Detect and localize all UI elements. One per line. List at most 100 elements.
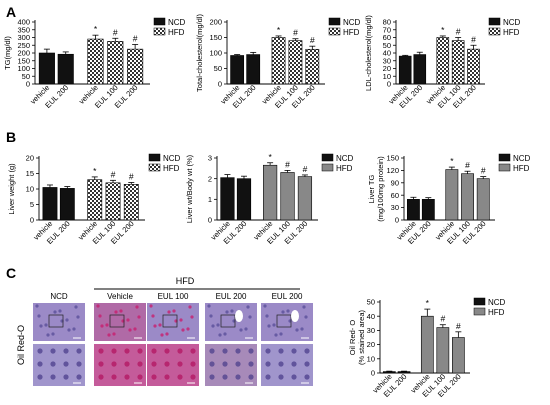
histology-cell-dot bbox=[46, 333, 50, 337]
significance-mark: * bbox=[426, 298, 430, 308]
nucleus-dot bbox=[63, 361, 69, 367]
significance-mark: * bbox=[94, 24, 98, 34]
legend-swatch-hfd bbox=[488, 27, 501, 36]
histology-column-label: Vehicle bbox=[107, 292, 133, 301]
y-tick-label: 400 bbox=[17, 18, 30, 27]
histology-cell-dot bbox=[53, 310, 57, 314]
y-tick-label: 60 bbox=[391, 191, 399, 200]
histology-cell-dot bbox=[267, 324, 271, 328]
bar-hfd bbox=[127, 48, 144, 85]
panel-label-a: A bbox=[6, 4, 16, 20]
legend-swatch-hfd bbox=[321, 163, 334, 172]
histology-cell-dot bbox=[76, 315, 80, 319]
significance-mark: # bbox=[465, 160, 470, 170]
nucleus-dot bbox=[304, 361, 310, 367]
nucleus-dot bbox=[209, 348, 215, 354]
legend-swatch-ncd bbox=[498, 153, 511, 162]
legend-label: HFD bbox=[163, 164, 180, 173]
legend-swatch-ncd bbox=[473, 297, 486, 306]
nucleus-dot bbox=[151, 348, 157, 354]
y-tick-label: 150 bbox=[386, 154, 399, 163]
vessel-lumen bbox=[235, 310, 243, 322]
y-axis-label: Liver wt/Body wt (%) bbox=[185, 154, 194, 223]
bar-ncd bbox=[230, 55, 245, 85]
significance-mark: # bbox=[133, 33, 138, 43]
bar-hfd bbox=[445, 169, 459, 221]
histology-cell-dot bbox=[67, 328, 71, 332]
histology-column: Vehicle bbox=[94, 292, 146, 386]
bar-hfd bbox=[452, 337, 465, 374]
y-tick-label: 1 bbox=[208, 195, 212, 204]
legend-swatch-hfd bbox=[328, 27, 341, 36]
vessel-lumen bbox=[291, 310, 299, 322]
histology-cell-dot bbox=[44, 323, 48, 327]
bar-hfd bbox=[436, 37, 450, 85]
y-tick-label: 0 bbox=[26, 80, 30, 89]
y-tick-label: 50 bbox=[22, 72, 30, 81]
histology-image-low-mag bbox=[94, 303, 146, 341]
nucleus-dot bbox=[76, 374, 82, 380]
nucleus-dot bbox=[248, 348, 254, 354]
nucleus-dot bbox=[50, 361, 56, 367]
nucleus-dot bbox=[278, 348, 284, 354]
histology-cell-dot bbox=[281, 310, 285, 314]
histology-cell-dot bbox=[272, 323, 276, 327]
histology-cell-dot bbox=[167, 310, 171, 314]
bar-ncd bbox=[38, 52, 55, 85]
histology-cell-dot bbox=[98, 314, 102, 318]
zoom-box bbox=[162, 314, 178, 328]
histology-cell-dot bbox=[244, 327, 248, 331]
panel-label-c: C bbox=[6, 265, 16, 281]
histology-image-low-mag bbox=[147, 303, 199, 341]
nucleus-dot bbox=[137, 348, 143, 354]
significance-mark: # bbox=[303, 164, 308, 174]
legend-label: NCD bbox=[343, 18, 361, 27]
y-axis-label-line: (% stained area) bbox=[357, 309, 366, 365]
nucleus-dot bbox=[291, 348, 297, 354]
bar-chart: 050100150200250300350400TG(mg/dl)vehicle… bbox=[3, 18, 186, 110]
histology-cell-dot bbox=[112, 332, 116, 336]
significance-mark: # bbox=[293, 28, 298, 38]
nucleus-dot bbox=[151, 361, 157, 367]
y-tick-label: 20 bbox=[367, 340, 375, 349]
y-tick-label: 90 bbox=[391, 178, 399, 187]
nucleus-dot bbox=[248, 374, 254, 380]
nucleus-dot bbox=[209, 374, 215, 380]
legend-label: NCD bbox=[503, 18, 521, 27]
histology-cell-dot bbox=[190, 315, 194, 319]
histology-cell-dot bbox=[265, 314, 269, 318]
bar-ncd bbox=[397, 371, 411, 374]
nucleus-dot bbox=[265, 374, 271, 380]
y-tick-label: 50 bbox=[367, 298, 375, 307]
y-tick-label: 40 bbox=[383, 49, 391, 58]
nucleus-dot bbox=[37, 361, 43, 367]
legend-swatch-ncd bbox=[321, 153, 334, 162]
nucleus-dot bbox=[137, 374, 143, 380]
histology-cell-dot bbox=[58, 309, 62, 313]
bar-ncd bbox=[413, 54, 427, 85]
y-tick-label: 0 bbox=[371, 369, 375, 378]
histology-cell-dot bbox=[133, 327, 137, 331]
y-tick-label: 30 bbox=[383, 56, 391, 65]
bar-chart: 050100150200Total-cholesterol(mg/dl)vehi… bbox=[195, 14, 361, 110]
y-axis-label-line: Oil Red- O bbox=[348, 320, 357, 356]
y-tick-label: 30 bbox=[367, 326, 375, 335]
nucleus-dot bbox=[304, 348, 310, 354]
histology-cell-dot bbox=[239, 328, 243, 332]
legend-label: NCD bbox=[168, 18, 186, 27]
y-tick-label: 50 bbox=[214, 64, 222, 73]
bar-ncd bbox=[57, 53, 74, 85]
histology-column-label: EUL 100 bbox=[158, 292, 189, 301]
histology-cell-dot bbox=[188, 305, 192, 309]
y-tick-label: 10 bbox=[367, 354, 375, 363]
nucleus-dot bbox=[37, 374, 43, 380]
nucleus-dot bbox=[63, 348, 69, 354]
histology-column: NCD bbox=[33, 292, 85, 386]
bar-ncd bbox=[246, 54, 261, 85]
bar-ncd bbox=[220, 177, 235, 221]
nucleus-dot bbox=[164, 361, 170, 367]
histology-cell-dot bbox=[149, 304, 153, 308]
zoom-box bbox=[220, 314, 236, 328]
legend-label: HFD bbox=[513, 164, 530, 173]
